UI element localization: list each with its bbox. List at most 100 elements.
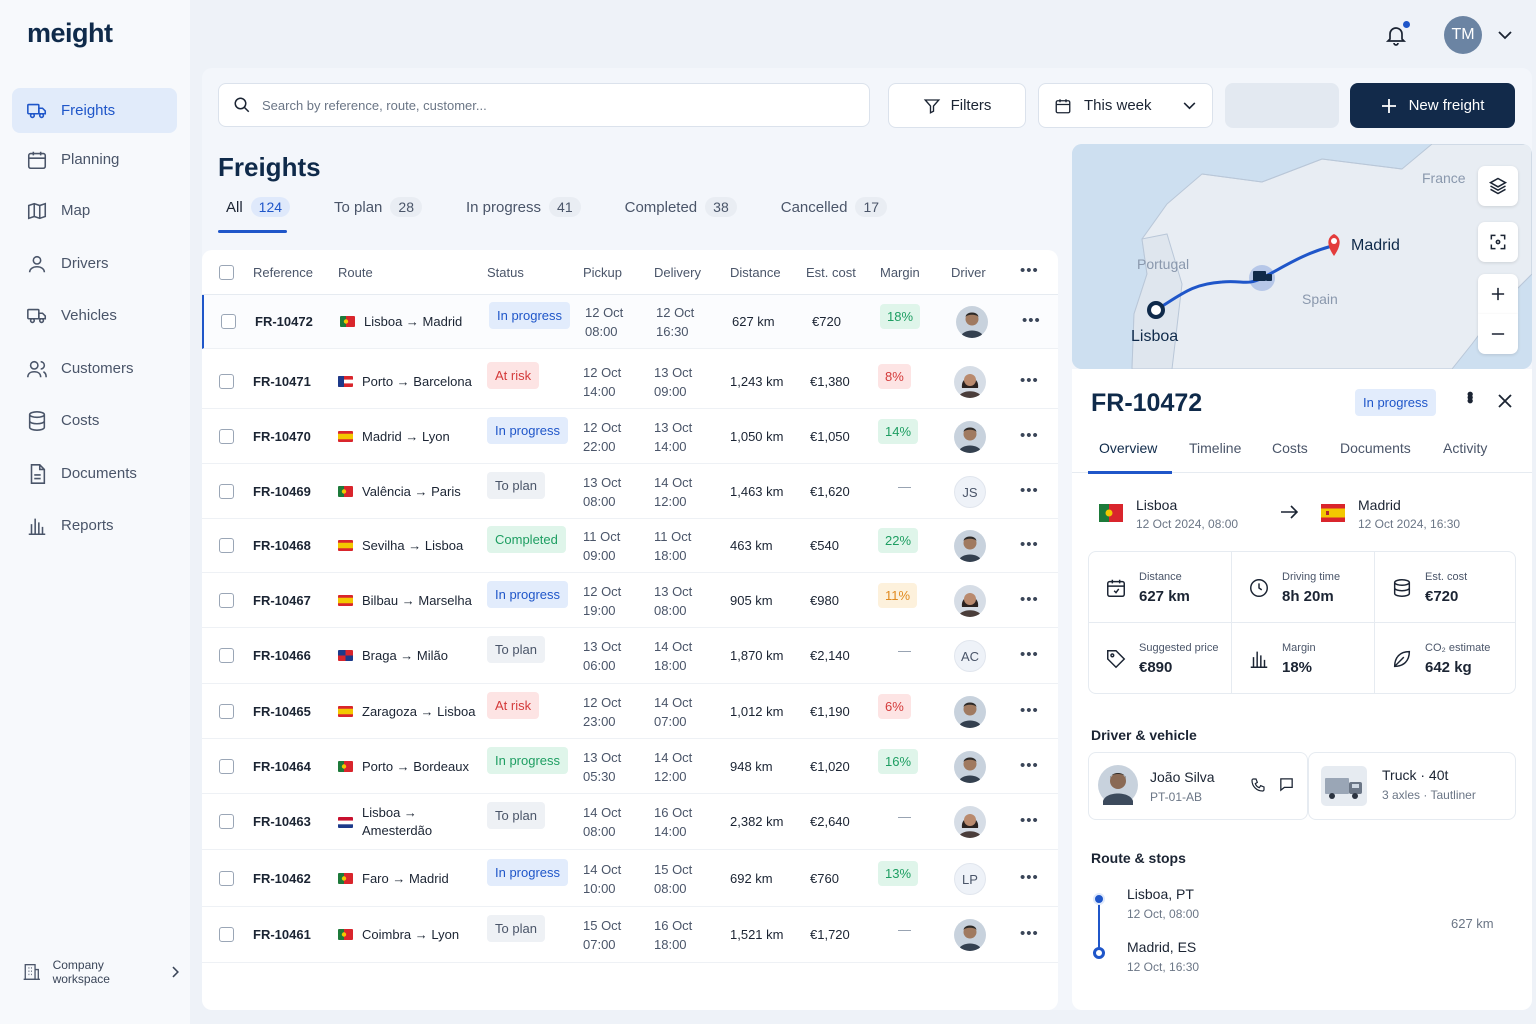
period-select[interactable]: This week xyxy=(1038,83,1213,128)
row-checkbox[interactable] xyxy=(219,374,234,389)
row-checkbox[interactable] xyxy=(219,759,234,774)
tab-all[interactable]: All 124 xyxy=(218,194,298,220)
vehicle-card[interactable]: Truck · 40t 3 axles · Tautliner xyxy=(1308,752,1516,820)
table-row[interactable]: FR-10466 Braga → Milão To plan 13 Oct 06… xyxy=(202,628,1058,684)
table-row[interactable]: FR-10461 Coimbra → Lyon To plan 15 Oct 0… xyxy=(202,907,1058,963)
sidebar-item-documents[interactable]: Documents xyxy=(12,451,177,496)
row-menu-button[interactable]: ••• xyxy=(1020,591,1039,608)
tab-overview[interactable]: Overview xyxy=(1099,440,1158,456)
sidebar-item-planning[interactable]: Planning xyxy=(12,137,177,182)
driver-card[interactable]: João Silva PT-01-AB xyxy=(1088,752,1308,820)
tab-activity[interactable]: Activity xyxy=(1443,440,1488,456)
driver-avatar[interactable] xyxy=(954,585,986,617)
driver-avatar[interactable] xyxy=(954,366,986,398)
row-menu-button[interactable]: ••• xyxy=(1020,812,1039,829)
row-checkbox[interactable] xyxy=(221,314,236,329)
freight-reference[interactable]: FR-10466 xyxy=(253,648,311,663)
tab-cancelled[interactable]: Cancelled 17 xyxy=(773,194,895,220)
freight-reference[interactable]: FR-10467 xyxy=(253,593,311,608)
column-driver[interactable]: Driver xyxy=(951,265,986,280)
driver-avatar[interactable] xyxy=(954,751,986,783)
table-row[interactable]: FR-10465 Zaragoza → Lisboa At risk 12 Oc… xyxy=(202,684,1058,739)
close-icon[interactable] xyxy=(1498,394,1512,408)
app-logo[interactable]: meight xyxy=(27,18,113,48)
tab-in-progress[interactable]: In progress 41 xyxy=(458,194,589,220)
column-delivery[interactable]: Delivery xyxy=(654,265,701,280)
select-all-checkbox[interactable] xyxy=(219,265,234,280)
columns-menu-button[interactable]: ••• xyxy=(1020,262,1039,279)
row-checkbox[interactable] xyxy=(219,814,234,829)
column-est-cost[interactable]: Est. cost xyxy=(806,265,856,280)
table-row[interactable]: FR-10472 Lisboa → Madrid In progress 12 … xyxy=(202,295,1058,349)
freight-reference[interactable]: FR-10468 xyxy=(253,538,311,553)
freight-reference[interactable]: FR-10472 xyxy=(255,314,313,329)
row-checkbox[interactable] xyxy=(219,648,234,663)
row-menu-button[interactable]: ••• xyxy=(1020,482,1039,499)
filters-button[interactable]: Filters xyxy=(888,83,1026,128)
tab-documents[interactable]: Documents xyxy=(1340,440,1411,456)
driver-avatar[interactable] xyxy=(954,421,986,453)
driver-avatar[interactable]: JS xyxy=(954,476,986,508)
tab-costs[interactable]: Costs xyxy=(1272,440,1308,456)
tab-completed[interactable]: Completed 38 xyxy=(617,194,745,220)
table-row[interactable]: FR-10470 Madrid → Lyon In progress 12 Oc… xyxy=(202,409,1058,464)
row-menu-button[interactable]: ••• xyxy=(1020,427,1039,444)
map-zoom-in-button[interactable] xyxy=(1478,274,1518,314)
freight-reference[interactable]: FR-10470 xyxy=(253,429,311,444)
row-checkbox[interactable] xyxy=(219,484,234,499)
user-avatar[interactable]: TM xyxy=(1444,16,1482,54)
sidebar-item-map[interactable]: Map xyxy=(12,188,177,233)
map-zoom-out-button[interactable] xyxy=(1478,314,1518,354)
row-checkbox[interactable] xyxy=(219,538,234,553)
row-checkbox[interactable] xyxy=(219,593,234,608)
row-checkbox[interactable] xyxy=(219,927,234,942)
sidebar-item-vehicles[interactable]: Vehicles xyxy=(12,293,177,338)
row-menu-button[interactable]: ••• xyxy=(1020,702,1039,719)
tab-to-plan[interactable]: To plan 28 xyxy=(326,194,430,220)
freight-reference[interactable]: FR-10465 xyxy=(253,704,311,719)
workspace-switcher[interactable]: Company workspace xyxy=(22,958,190,986)
table-row[interactable]: FR-10467 Bilbau → Marselha In progress 1… xyxy=(202,573,1058,628)
column-route[interactable]: Route xyxy=(338,265,373,280)
column-pickup[interactable]: Pickup xyxy=(583,265,623,280)
freight-reference[interactable]: FR-10462 xyxy=(253,871,311,886)
sidebar-item-drivers[interactable]: Drivers xyxy=(12,241,177,286)
phone-icon[interactable] xyxy=(1250,777,1266,793)
row-menu-button[interactable]: ••• xyxy=(1022,312,1041,329)
new-freight-button[interactable]: New freight xyxy=(1350,83,1515,128)
row-checkbox[interactable] xyxy=(219,871,234,886)
driver-avatar[interactable] xyxy=(954,806,986,838)
message-icon[interactable] xyxy=(1278,776,1295,793)
route-map[interactable]: France Portugal Spain Lisboa Madrid xyxy=(1072,144,1532,369)
freight-reference[interactable]: FR-10461 xyxy=(253,927,311,942)
driver-avatar[interactable] xyxy=(954,696,986,728)
freight-reference[interactable]: FR-10471 xyxy=(253,374,311,389)
driver-avatar[interactable]: LP xyxy=(954,863,986,895)
row-checkbox[interactable] xyxy=(219,704,234,719)
map-layers-button[interactable] xyxy=(1478,166,1518,206)
sidebar-item-customers[interactable]: Customers xyxy=(12,346,177,391)
freight-reference[interactable]: FR-10464 xyxy=(253,759,311,774)
table-row[interactable]: FR-10463 Lisboa → Amesterdão To plan 14 O… xyxy=(202,794,1058,850)
table-row[interactable]: FR-10471 Porto → Barcelona At risk 12 Oc… xyxy=(202,354,1058,409)
row-menu-button[interactable]: ••• xyxy=(1020,536,1039,553)
sidebar-item-costs[interactable]: Costs xyxy=(12,398,177,443)
table-row[interactable]: FR-10468 Sevilha → Lisboa Completed 11 O… xyxy=(202,519,1058,573)
map-fit-button[interactable] xyxy=(1478,222,1518,262)
driver-avatar[interactable] xyxy=(954,919,986,951)
more-options-icon[interactable]: ••• xyxy=(1460,391,1480,401)
row-menu-button[interactable]: ••• xyxy=(1020,869,1039,886)
column-reference[interactable]: Reference xyxy=(253,265,313,280)
driver-avatar[interactable] xyxy=(956,306,988,338)
row-menu-button[interactable]: ••• xyxy=(1020,925,1039,942)
freight-reference[interactable]: FR-10469 xyxy=(253,484,311,499)
column-distance[interactable]: Distance xyxy=(730,265,781,280)
search-input[interactable]: Search by reference, route, customer... xyxy=(218,83,870,127)
row-menu-button[interactable]: ••• xyxy=(1020,757,1039,774)
column-status[interactable]: Status xyxy=(487,265,524,280)
tab-timeline[interactable]: Timeline xyxy=(1189,440,1242,456)
row-menu-button[interactable]: ••• xyxy=(1020,646,1039,663)
driver-avatar[interactable]: AC xyxy=(954,640,986,672)
row-menu-button[interactable]: ••• xyxy=(1020,372,1039,389)
column-margin[interactable]: Margin xyxy=(880,265,920,280)
